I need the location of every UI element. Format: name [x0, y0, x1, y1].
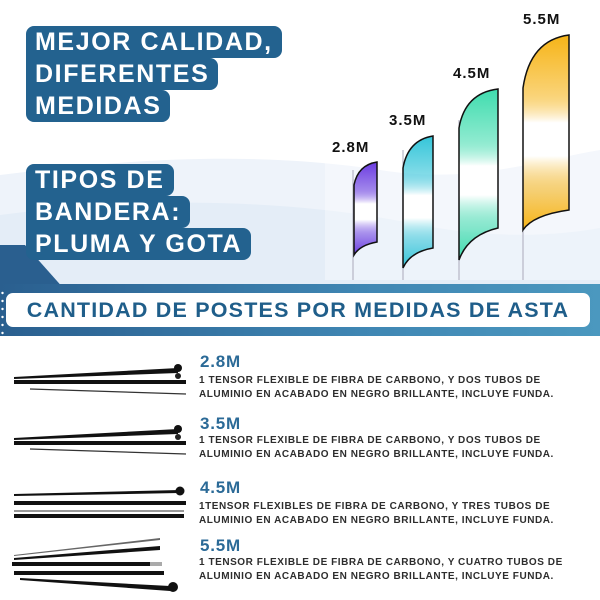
headline-quality: MEJOR CALIDAD, DIFERENTES MEDIDAS	[26, 26, 282, 122]
headline-line: TIPOS DE	[26, 164, 174, 196]
size-title: 3.5M	[200, 414, 241, 433]
headline-line: MEDIDAS	[26, 90, 171, 122]
banner-title: CANTIDAD DE POSTES POR MEDIDAS DE ASTA	[6, 293, 590, 327]
flag-2-8m: 2.8M	[332, 139, 378, 280]
size-item-2-8m: 2.8M 1 TENSOR FLEXIBLE DE FIBRA DE CARBO…	[0, 352, 600, 412]
flag-label: 3.5M	[389, 112, 426, 129]
pole-set-icon	[14, 425, 187, 455]
size-description: 1 TENSOR FLEXIBLE DE FIBRA DE CARBONO, Y…	[199, 375, 554, 400]
pole-set-icon	[14, 364, 187, 395]
size-title: 5.5M	[200, 536, 241, 555]
banner-title-text: CANTIDAD DE POSTES POR MEDIDAS DE ASTA	[26, 297, 570, 322]
size-description: 1TENSOR FLEXIBLES DE FIBRA DE CARBONO, Y…	[199, 501, 554, 526]
flag-shape	[458, 88, 499, 261]
flag-shape	[522, 34, 570, 233]
flag-label: 5.5M	[523, 11, 560, 28]
pole-set-icon	[12, 538, 178, 592]
flag-label: 2.8M	[332, 139, 369, 156]
headline-line: MEJOR CALIDAD,	[26, 26, 282, 58]
size-title: 2.8M	[200, 352, 241, 371]
flag-sizes-illustration: 2.8M 3.5M 4.5M 5.5M	[325, 10, 600, 280]
size-item-3-5m: 3.5M 1 TENSOR FLEXIBLE DE FIBRA DE CARBO…	[0, 414, 600, 474]
flag-shape	[353, 161, 378, 258]
size-description: 1 TENSOR FLEXIBLE DE FIBRA DE CARBONO, Y…	[199, 557, 563, 582]
headline-line: BANDERA:	[26, 196, 191, 228]
flag-5-5m: 5.5M	[522, 11, 570, 280]
size-item-4-5m: 4.5M 1TENSOR FLEXIBLES DE FIBRA DE CARBO…	[0, 478, 600, 538]
pole-set-icon	[14, 486, 186, 518]
headline-line: DIFERENTES	[26, 58, 219, 90]
flag-4-5m: 4.5M	[453, 65, 499, 280]
headline-flag-types: TIPOS DE BANDERA: PLUMA Y GOTA	[26, 164, 252, 260]
flag-3-5m: 3.5M	[389, 112, 434, 280]
size-title: 4.5M	[200, 478, 241, 497]
flag-shape	[402, 135, 434, 269]
flag-label: 4.5M	[453, 65, 490, 82]
headline-line: PLUMA Y GOTA	[26, 228, 252, 260]
size-description: 1 TENSOR FLEXIBLE DE FIBRA DE CARBONO, Y…	[199, 435, 554, 460]
dots-decoration	[1, 291, 4, 335]
size-item-5-5m: 5.5M 1 TENSOR FLEXIBLE DE FIBRA DE CARBO…	[0, 536, 600, 596]
